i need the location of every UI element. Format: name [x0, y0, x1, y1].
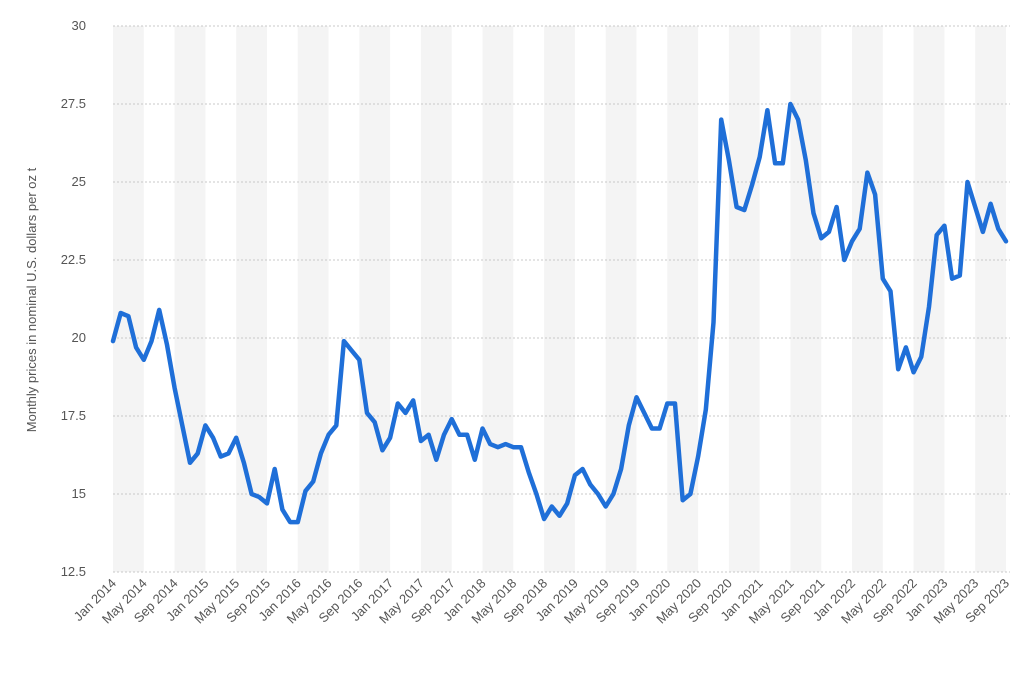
- band: [359, 26, 391, 572]
- band: [544, 26, 575, 572]
- band: [420, 26, 452, 572]
- band: [852, 26, 883, 572]
- line: [110, 101, 1009, 525]
- band: [297, 26, 329, 572]
- y-tick-label: 25: [72, 174, 86, 189]
- band: [975, 26, 1006, 572]
- y-tick-label: 30: [72, 18, 86, 33]
- band: [482, 26, 514, 572]
- y-tick-label: 15: [72, 486, 86, 501]
- band: [605, 26, 637, 572]
- y-axis-label: Monthly prices in nominal U.S. dollars p…: [24, 167, 39, 432]
- band: [790, 26, 822, 572]
- y-tick-label: 17.5: [61, 408, 86, 423]
- band: [174, 26, 206, 572]
- band: [236, 26, 267, 572]
- y-tick-label: 27.5: [61, 96, 86, 111]
- y-tick-label: 22.5: [61, 252, 86, 267]
- band: [113, 26, 144, 572]
- y-tick-label: 20: [72, 330, 86, 345]
- band: [728, 26, 760, 572]
- bands: [113, 26, 1006, 572]
- y-tick-label: 12.5: [61, 564, 86, 579]
